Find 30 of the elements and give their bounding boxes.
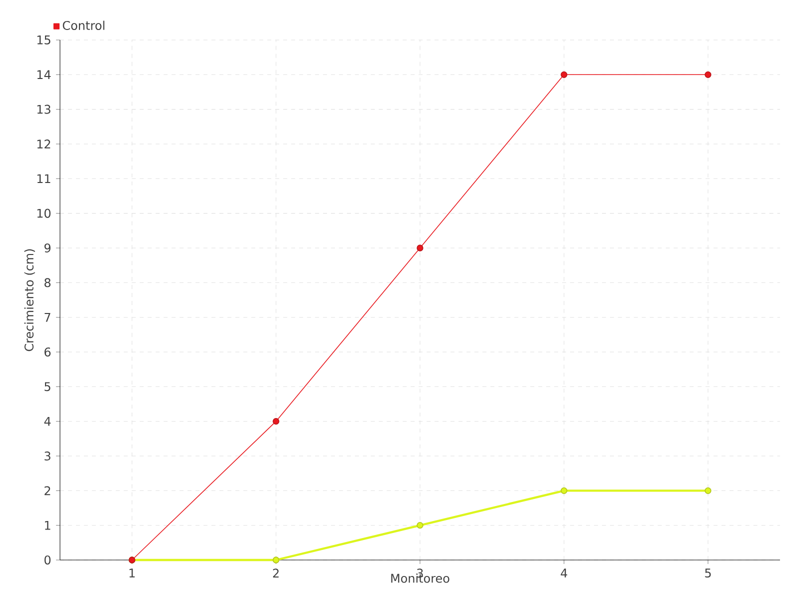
y-tick-label: 13: [37, 104, 50, 114]
y-tick-label: 7: [44, 312, 50, 322]
point: [272, 556, 280, 564]
x-tick-label: 1: [130, 568, 135, 578]
y-tick-label: 4: [44, 416, 51, 426]
y-tick-label: 3: [44, 451, 50, 461]
y-tick-label: 0: [44, 555, 51, 565]
point: [704, 71, 712, 78]
x-tick-label: 4: [560, 568, 568, 578]
y-tick-label: 15: [37, 36, 50, 44]
y-axis-title: Crecimiento (cm): [24, 249, 35, 352]
y-tick-label: 2: [44, 486, 50, 496]
y-tick-label: 6: [44, 347, 51, 357]
x-tick-label: 5: [705, 568, 711, 578]
point: [704, 487, 712, 494]
x-tick-label: 2: [273, 568, 279, 578]
y-tick-label: 8: [44, 278, 51, 288]
y-tick-label: 14: [37, 70, 51, 80]
legend-label: Control: [62, 20, 104, 30]
y-tick-label: 9: [44, 243, 50, 253]
y-tick-label: 11: [37, 174, 50, 184]
y-tick-label: 1: [45, 520, 50, 530]
point: [416, 244, 424, 252]
y-tick-label: 12: [37, 140, 50, 148]
point: [272, 418, 280, 425]
y-tick-label: 5: [44, 382, 50, 392]
y-tick-label: 10: [37, 208, 51, 218]
point: [560, 487, 568, 494]
point: [560, 71, 568, 78]
point: [416, 522, 424, 529]
